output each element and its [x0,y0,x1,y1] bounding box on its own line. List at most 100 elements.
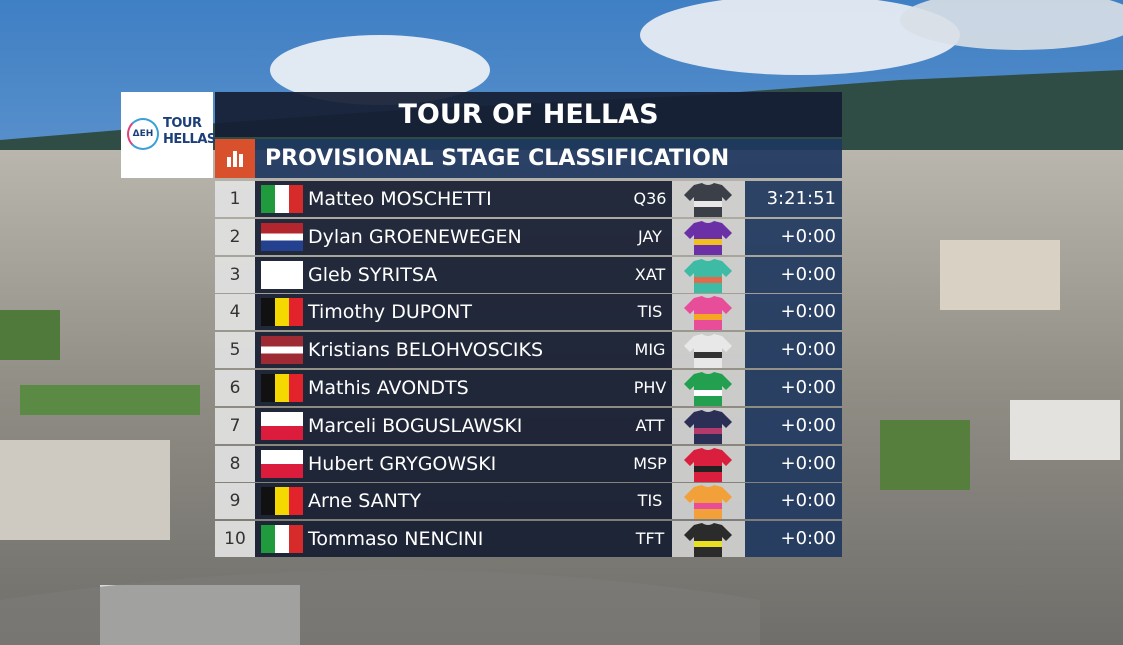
rank: 3 [215,256,255,293]
jersey-cell [672,521,745,558]
rider-name: Dylan GROENEWEGEN [308,225,522,248]
chart-icon [215,139,255,178]
name-cell [255,256,628,293]
team-code: MIG [628,332,672,369]
jersey-cell [672,407,745,444]
jersey-cell [672,445,745,482]
rider-name: Matteo MOSCHETTI [308,188,492,210]
table-row: 6 Mathis AVONDTS PHV +0:00 [215,370,842,406]
table-row: 7 Marceli BOGUSLAWSKI ATT +0:00 [215,407,842,444]
flag [261,411,303,440]
jersey [684,220,732,255]
team-code: TIS [628,294,672,331]
rank: 10 [215,521,255,558]
table-row: 9 Arne SANTY TIS +0:00 [215,483,842,520]
rider-name: Hubert GRYGOWSKI [308,452,497,475]
name-cell [255,483,628,520]
flag [261,487,303,516]
jersey [684,523,732,558]
jersey-cell [672,370,745,406]
name-cell [255,332,628,369]
time: +0:00 [745,294,842,331]
jersey [684,409,732,444]
jersey-cell [672,181,745,217]
rank: 8 [215,445,255,482]
subtitle: PROVISIONAL STAGE CLASSIFICATION [265,146,730,171]
logo: ΔΕΗ TOUR HELLAS [121,92,216,178]
rank: 1 [215,181,255,217]
rider-name: Gleb SYRITSA [308,263,438,286]
logo-text: TOUR [163,116,202,131]
time: +0:00 [745,521,842,558]
time: +0:00 [745,256,842,293]
rider-name: Mathis AVONDTS [308,377,469,399]
name-cell [255,181,628,217]
jersey-cell [672,294,745,331]
table-row: 3 Gleb SYRITSA XAT +0:00 [215,256,842,293]
team-code: TFT [628,521,672,558]
rank: 2 [215,218,255,255]
flag [261,298,303,327]
rider-name: Kristians BELOHVOSCIKS [308,339,544,362]
table-row: 1 Matteo MOSCHETTI Q36 3:21:51 [215,181,842,217]
table-row: 4 Timothy DUPONT TIS +0:00 [215,294,842,331]
name-cell [255,294,628,331]
rank: 7 [215,407,255,444]
flag [261,449,303,478]
name-cell [255,445,628,482]
sponsor-logo: ΔΕΗ [127,118,159,150]
name-cell [255,407,628,444]
team-code: JAY [628,218,672,255]
rider-name: Arne SANTY [308,490,422,513]
team-code: PHV [628,370,672,406]
title-bar: TOUR OF HELLAS [215,92,842,137]
time: +0:00 [745,218,842,255]
team-code: Q36 [628,181,672,217]
team-code: TIS [628,483,672,520]
rank: 9 [215,483,255,520]
flag [261,185,303,213]
jersey [684,485,732,520]
name-cell [255,521,628,558]
rider-name: Tommaso NENCINI [308,528,484,551]
jersey [684,258,732,293]
table-row: 10 Tommaso NENCINI TFT +0:00 [215,521,842,558]
team-code: MSP [628,445,672,482]
jersey [684,372,732,406]
table-row: 2 Dylan GROENEWEGEN JAY +0:00 [215,218,842,255]
jersey-cell [672,483,745,520]
subtitle-bar: PROVISIONAL STAGE CLASSIFICATION [215,139,842,178]
time: 3:21:51 [745,181,842,217]
name-cell [255,218,628,255]
time: +0:00 [745,370,842,406]
flag [261,260,303,289]
flag [261,336,303,365]
jersey [684,183,732,217]
jersey-cell [672,256,745,293]
table-row: 5 Kristians BELOHVOSCIKS MIG +0:00 [215,332,842,369]
time: +0:00 [745,445,842,482]
jersey [684,334,732,369]
rank: 4 [215,294,255,331]
team-code: XAT [628,256,672,293]
rank: 6 [215,370,255,406]
time: +0:00 [745,407,842,444]
time: +0:00 [745,483,842,520]
time: +0:00 [745,332,842,369]
jersey-cell [672,218,745,255]
jersey-cell [672,332,745,369]
rank: 5 [215,332,255,369]
rider-name: Timothy DUPONT [308,301,472,324]
flag [261,525,303,554]
logo-text: HELLAS [163,132,216,147]
team-code: ATT [628,407,672,444]
name-cell [255,370,628,406]
flag [261,222,303,251]
jersey [684,447,732,482]
icon-graphic [227,151,243,167]
jersey [684,296,732,331]
flag [261,374,303,402]
table-row: 8 Hubert GRYGOWSKI MSP +0:00 [215,445,842,482]
rider-name: Marceli BOGUSLAWSKI [308,414,523,437]
